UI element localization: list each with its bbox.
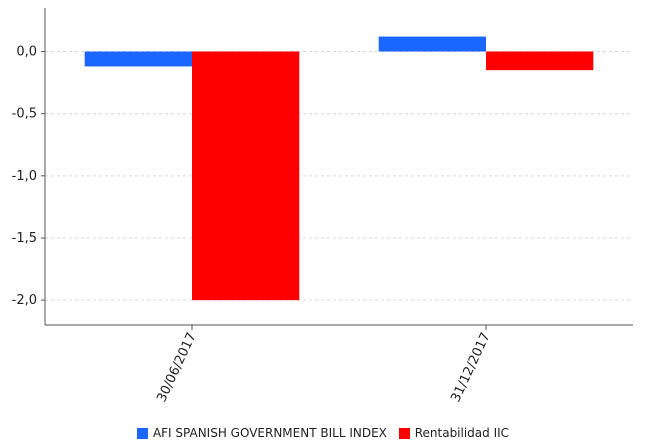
bar-rentabilidad-2 [486, 51, 594, 71]
bar-rentabilidad-1 [192, 51, 300, 301]
y-tick-label: -0,5 [12, 107, 37, 122]
legend-swatch-afi [136, 427, 148, 439]
bar-afi-2 [378, 36, 486, 52]
y-tick-label: 0,0 [16, 45, 37, 60]
y-tick-label: -2,0 [12, 293, 37, 308]
bars [84, 36, 594, 301]
legend: AFI SPANISH GOVERNMENT BILL INDEX Rentab… [0, 426, 646, 442]
legend-item-rentabilidad: Rentabilidad IIC [398, 426, 510, 440]
bar-afi-1 [84, 51, 192, 67]
legend-swatch-rentabilidad [398, 427, 410, 439]
axes [41, 8, 633, 330]
grid-lines [45, 51, 633, 301]
x-tick-label: 30/06/2017 [154, 330, 199, 404]
y-axis-tick-labels: 0,0 -0,5 -1,0 -1,5 -2,0 [12, 45, 37, 309]
legend-label-rentabilidad: Rentabilidad IIC [414, 426, 510, 440]
legend-item-afi: AFI SPANISH GOVERNMENT BILL INDEX [136, 426, 387, 440]
x-tick-label: 31/12/2017 [448, 330, 493, 404]
x-axis-tick-labels: 30/06/2017 31/12/2017 [154, 330, 493, 404]
y-tick-label: -1,5 [12, 231, 37, 246]
y-tick-label: -1,0 [12, 169, 37, 184]
legend-label-afi: AFI SPANISH GOVERNMENT BILL INDEX [152, 426, 387, 440]
